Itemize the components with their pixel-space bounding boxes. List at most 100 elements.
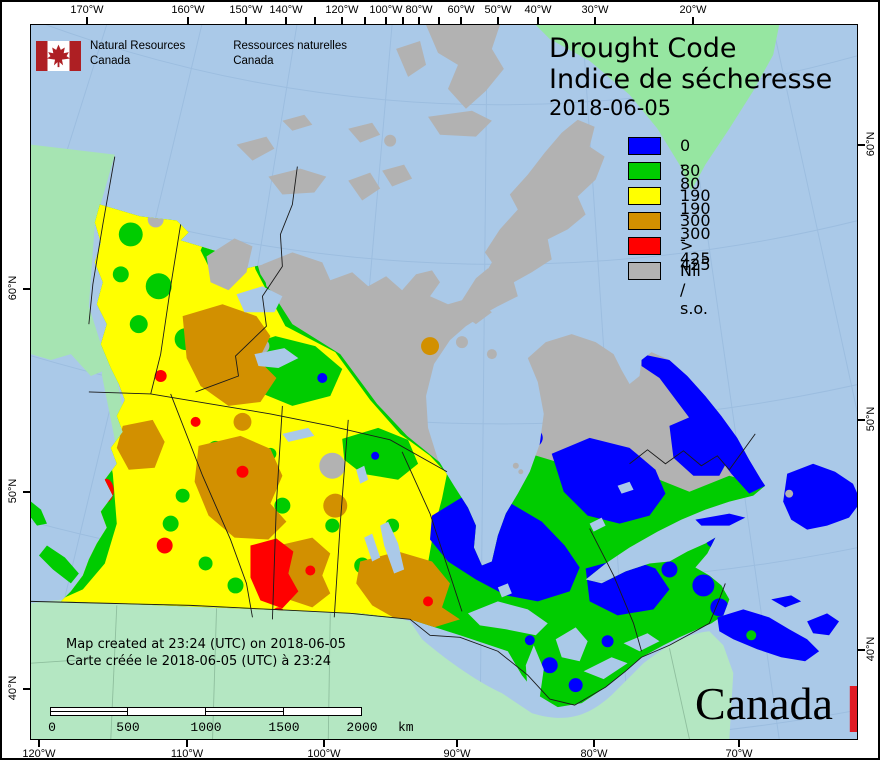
axis-tick-label: 90°W — [443, 748, 471, 760]
axis-tick — [738, 740, 740, 747]
axis-tick — [86, 17, 88, 24]
legend-swatch-yellow — [628, 187, 661, 205]
map-canvas — [31, 25, 857, 739]
map-created-note: Map created at 23:24 (UTC) on 2018-06-05… — [66, 636, 346, 670]
greenland-land — [535, 25, 780, 191]
axis-tick-label: 50°N — [7, 478, 19, 504]
map-frame: Natural Resources Canada Ressources natu… — [30, 24, 858, 740]
axis-tick-label: 40°W — [524, 4, 552, 16]
scale-label: 1000 — [190, 720, 222, 735]
axis-tick — [456, 740, 458, 747]
scale-bar: 0 500 1000 1500 2000 km — [48, 707, 414, 735]
axis-tick — [341, 17, 343, 24]
created-line-en: Map created at 23:24 (UTC) on 2018-06-05 — [66, 637, 346, 652]
axis-tick-label: 60°N — [865, 131, 877, 157]
legend-label: 80 - 190 — [680, 161, 711, 218]
axis-tick — [418, 17, 420, 24]
lakes — [236, 286, 660, 698]
wordmark-flag-icon — [849, 686, 857, 732]
axis-tick-label: 30°W — [581, 4, 609, 16]
agency-name-en: Natural Resources Canada — [90, 39, 185, 69]
axis-tick-label: 40°N — [865, 636, 877, 662]
agency-en-line1: Natural Resources — [90, 40, 186, 52]
axis-tick-label: 150°W — [229, 4, 263, 16]
scale-segment — [127, 707, 206, 716]
axis-tick-label: 60°N — [7, 275, 19, 301]
axis-tick — [23, 288, 30, 290]
axis-tick — [858, 419, 865, 421]
axis-tick — [438, 17, 440, 24]
axis-tick — [23, 491, 30, 493]
axis-tick — [594, 17, 596, 24]
scale-segment — [205, 707, 284, 716]
axis-tick-label: 80°W — [580, 748, 608, 760]
axis-tick — [285, 17, 287, 24]
wordmark-text: Canada — [695, 678, 833, 729]
axis-tick-label: 20°W — [679, 4, 707, 16]
axis-tick — [858, 144, 865, 146]
axis-tick — [460, 17, 462, 24]
legend-swatch-nil — [628, 262, 661, 280]
axis-tick-label: 140°W — [269, 4, 303, 16]
canada-wordmark: Canada — [695, 678, 857, 732]
axis-tick-label: 50°W — [484, 4, 512, 16]
political-borders — [31, 156, 756, 706]
map-title: Drought Code Indice de sécheresse 2018-0… — [549, 33, 832, 121]
axis-tick — [858, 649, 865, 651]
title-date: 2018-06-05 — [549, 96, 672, 120]
agency-name-fr: Ressources naturelles Canada — [233, 39, 347, 69]
legend-swatch-green — [628, 162, 661, 180]
axis-tick-label: 170°W — [70, 4, 104, 16]
nrcan-logo: Natural Resources Canada Ressources natu… — [36, 39, 347, 71]
axis-tick — [593, 740, 595, 747]
scale-segment — [283, 707, 362, 716]
axis-tick — [186, 740, 188, 747]
axis-tick — [364, 17, 366, 24]
axis-tick-label: 120°W — [22, 748, 56, 760]
legend-label: 0 - 80 — [680, 136, 701, 193]
scale-label: 1500 — [268, 720, 300, 735]
axis-tick — [497, 17, 499, 24]
legend-label: 300 - 425 — [680, 211, 711, 268]
canada-flag-icon — [36, 41, 81, 71]
scale-unit: km — [398, 720, 414, 735]
legend-swatch-red — [628, 237, 661, 255]
us-land — [31, 596, 734, 739]
axis-tick-label: 110°W — [170, 748, 204, 760]
axis-tick-label: 120°W — [325, 4, 359, 16]
title-english: Drought Code — [549, 33, 737, 64]
axis-tick — [385, 17, 387, 24]
axis-tick — [402, 17, 404, 24]
legend-swatch-blue — [628, 137, 661, 155]
scale-label: 500 — [116, 720, 140, 735]
axis-tick — [692, 17, 694, 24]
legend-label: 190 - 300 — [680, 186, 711, 243]
state-lines — [31, 605, 690, 739]
axis-tick — [537, 17, 539, 24]
axis-tick-label: 40°N — [7, 675, 19, 701]
axis-tick — [245, 17, 247, 24]
axis-tick-label: 100°W — [307, 748, 341, 760]
foreign-land — [31, 25, 780, 739]
coastal-islands — [31, 463, 857, 662]
axis-tick-label: 100°W — [369, 4, 403, 16]
agency-en-line2: Canada — [90, 55, 131, 67]
scale-label: 2000 — [346, 720, 378, 735]
axis-tick — [314, 17, 316, 24]
legend-label: Nil / s.o. — [680, 261, 709, 318]
axis-tick-label: 160°W — [171, 4, 205, 16]
agency-fr-line1: Ressources naturelles — [233, 40, 348, 52]
arctic-islands — [206, 25, 605, 475]
axis-tick — [23, 688, 30, 690]
axis-tick — [187, 17, 189, 24]
agency-fr-line2: Canada — [233, 55, 274, 67]
scale-label: 0 — [48, 720, 56, 735]
legend-label: > 425 — [680, 236, 711, 274]
axis-tick-label: 50°N — [865, 406, 877, 432]
alaska-land — [31, 144, 115, 377]
axis-tick-label: 80°W — [405, 4, 433, 16]
axis-tick-label: 70°W — [725, 748, 753, 760]
axis-tick-label: 60°W — [447, 4, 475, 16]
scale-segment — [50, 707, 128, 716]
axis-tick — [38, 740, 40, 747]
